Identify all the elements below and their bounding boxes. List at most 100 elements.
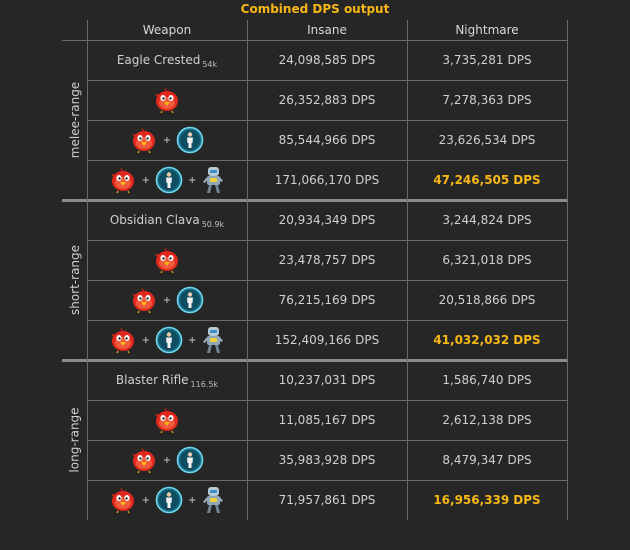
insane-dps-cell: 20,934,349 DPS — [247, 200, 407, 240]
nightmare-dps-cell: 8,479,347 DPS — [407, 440, 567, 480]
table-row: + + 71,957,861 DPS 16,956,339 DPS — [87, 480, 567, 520]
nightmare-dps-cell: 23,626,534 DPS — [407, 120, 567, 160]
dps-unit: DPS — [507, 373, 532, 387]
weapon-cell: + + — [87, 480, 247, 520]
plus-sign: + — [188, 334, 197, 346]
red-bird-icon — [109, 166, 137, 194]
weapon-cell: Eagle Crested 54k — [87, 40, 247, 80]
buff-icons: + + — [109, 485, 226, 515]
figure-medallion-icon — [176, 126, 204, 154]
robot-icon — [201, 325, 225, 355]
insane-dps-cell: 71,957,861 DPS — [247, 480, 407, 520]
table-row: Obsidian Clava 50.9k 20,934,349 DPS 3,244,82… — [87, 200, 567, 240]
insane-dps-cell: 171,066,170 DPS — [247, 160, 407, 200]
nightmare-dps-value: 6,321,018 — [442, 253, 504, 267]
dps-unit: DPS — [513, 333, 541, 347]
insane-dps-value: 76,215,169 — [278, 293, 348, 307]
red-bird-icon — [130, 126, 158, 154]
insane-dps-value: 24,098,585 — [278, 53, 348, 67]
red-bird-icon — [153, 86, 181, 114]
red-bird-icon — [109, 486, 137, 514]
header-divider — [62, 40, 567, 41]
nightmare-dps-cell: 2,612,138 DPS — [407, 400, 567, 440]
group-label-long-range: long-range — [62, 360, 88, 520]
figure-medallion-icon — [176, 286, 204, 314]
dps-unit: DPS — [351, 133, 376, 147]
weapon-cell: + + — [87, 160, 247, 200]
nightmare-dps-value: 1,586,740 — [442, 373, 504, 387]
insane-dps-value: 26,352,883 — [278, 93, 348, 107]
dps-unit: DPS — [513, 493, 541, 507]
weapon-cell: + — [87, 120, 247, 160]
nightmare-dps-cell: 6,321,018 DPS — [407, 240, 567, 280]
weapon-cell — [87, 80, 247, 120]
nightmare-dps-value: 3,244,824 — [442, 213, 504, 227]
weapon-name: Eagle Crested — [116, 53, 201, 67]
nightmare-dps-value: 2,612,138 — [442, 413, 504, 427]
nightmare-dps-value: 41,032,032 — [433, 333, 510, 347]
row-divider — [87, 440, 567, 441]
insane-dps-value: 71,957,861 — [278, 493, 348, 507]
weapon-name: Blaster Rifle — [115, 373, 189, 387]
buff-icons — [153, 86, 181, 114]
column-divider — [247, 20, 248, 520]
insane-dps-cell: 76,215,169 DPS — [247, 280, 407, 320]
table-row: Eagle Crested 54k 24,098,585 DPS 3,735,281 DP… — [87, 40, 567, 80]
figure-medallion-icon — [155, 486, 183, 514]
insane-dps-value: 11,085,167 — [278, 413, 348, 427]
header-weapon: Weapon — [142, 23, 192, 37]
insane-dps-cell: 24,098,585 DPS — [247, 40, 407, 80]
plus-sign: + — [141, 494, 150, 506]
weapon-cell — [87, 240, 247, 280]
table-row: + 85,544,966 DPS 23,626,534 DPS — [87, 120, 567, 160]
weapon-damage-sub: 50.9k — [201, 219, 225, 229]
insane-dps-value: 85,544,966 — [278, 133, 348, 147]
nightmare-dps-cell: 3,735,281 DPS — [407, 40, 567, 80]
nightmare-dps-cell: 7,278,363 DPS — [407, 80, 567, 120]
nightmare-dps-cell: 41,032,032 DPS — [407, 320, 567, 360]
dps-unit: DPS — [351, 213, 376, 227]
insane-dps-cell: 26,352,883 DPS — [247, 80, 407, 120]
column-divider — [407, 20, 408, 520]
table-row: 26,352,883 DPS 7,278,363 DPS — [87, 80, 567, 120]
row-divider — [87, 160, 567, 161]
insane-dps-value: 23,478,757 — [278, 253, 348, 267]
insane-dps-cell: 152,409,166 DPS — [247, 320, 407, 360]
group-label-short-range: short-range — [62, 200, 88, 360]
table-row: 23,478,757 DPS 6,321,018 DPS — [87, 240, 567, 280]
nightmare-dps-cell: 16,956,339 DPS — [407, 480, 567, 520]
red-bird-icon — [130, 286, 158, 314]
nightmare-dps-cell: 47,246,505 DPS — [407, 160, 567, 200]
group-divider — [62, 199, 567, 202]
nightmare-dps-cell: 3,244,824 DPS — [407, 200, 567, 240]
row-divider — [87, 320, 567, 321]
buff-icons: + — [130, 446, 204, 474]
nightmare-dps-value: 3,735,281 — [442, 53, 504, 67]
red-bird-icon — [130, 446, 158, 474]
buff-icons — [153, 246, 181, 274]
buff-icons: + — [130, 126, 204, 154]
figure-medallion-icon — [176, 446, 204, 474]
table-header: Weapon Insane Nightmare — [87, 20, 567, 40]
dps-unit: DPS — [507, 453, 532, 467]
dps-unit: DPS — [355, 173, 380, 187]
buff-icons: + + — [109, 325, 226, 355]
insane-dps-cell: 35,983,928 DPS — [247, 440, 407, 480]
row-divider — [87, 480, 567, 481]
dps-unit: DPS — [351, 493, 376, 507]
red-bird-icon — [109, 326, 137, 354]
dps-unit: DPS — [507, 93, 532, 107]
dps-unit: DPS — [507, 253, 532, 267]
dps-unit: DPS — [351, 93, 376, 107]
table-row: Blaster Rifle 116.5k 10,237,031 DPS 1,586,74… — [87, 360, 567, 400]
dps-unit: DPS — [507, 213, 532, 227]
figure-medallion-icon — [155, 166, 183, 194]
weapon-cell: Blaster Rifle 116.5k — [87, 360, 247, 400]
nightmare-dps-value: 47,246,505 — [433, 173, 510, 187]
insane-dps-cell: 23,478,757 DPS — [247, 240, 407, 280]
plus-sign: + — [188, 174, 197, 186]
nightmare-dps-value: 7,278,363 — [442, 93, 504, 107]
insane-dps-value: 171,066,170 — [274, 173, 352, 187]
dps-unit: DPS — [513, 173, 541, 187]
plus-sign: + — [188, 494, 197, 506]
